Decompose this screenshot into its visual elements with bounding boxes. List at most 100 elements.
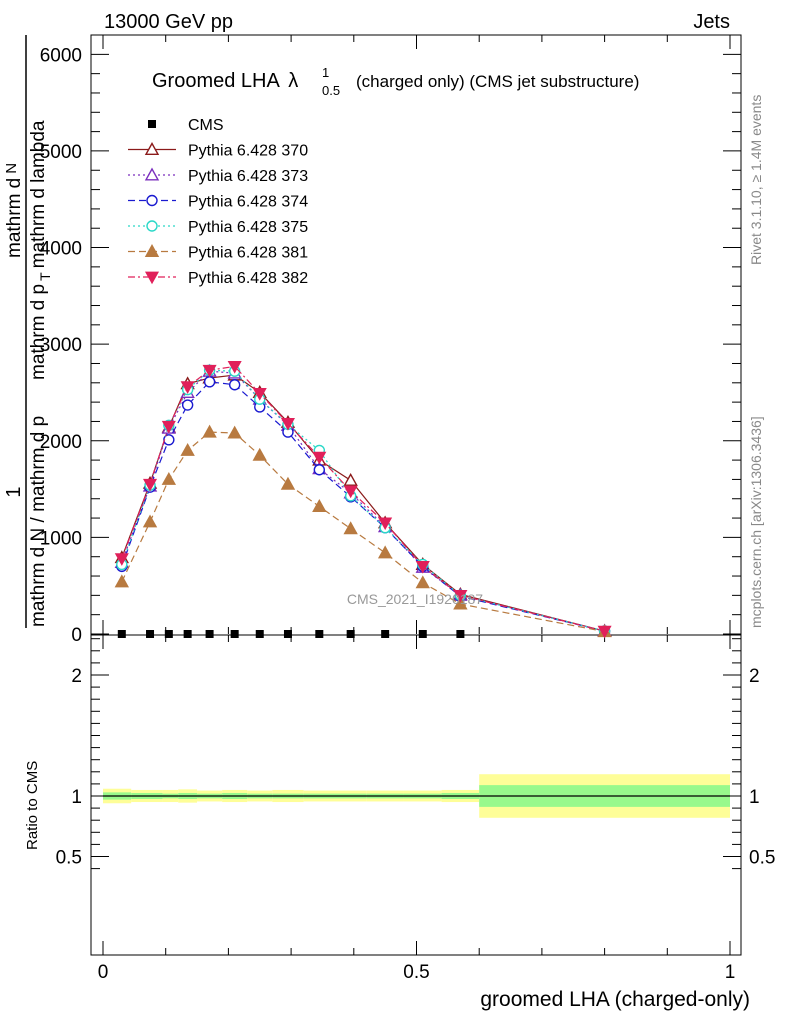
series-point: [114, 553, 129, 566]
series-point: [180, 381, 195, 394]
ratio-y-tick-label: 2: [71, 666, 82, 687]
series-point: [312, 451, 327, 465]
series-point: [453, 589, 468, 603]
legend-item: Pythia 6.428 381: [128, 244, 308, 262]
ratio-y-tick-label: 0.5: [56, 848, 82, 869]
series-point: [252, 447, 267, 461]
series-point: [228, 379, 241, 391]
legend-label: Pythia 6.428 375: [188, 219, 308, 236]
series-point: [415, 560, 430, 574]
series-point: [227, 360, 242, 374]
axis-ticks: 0 0.5 1 0 1000 2000 3000 4000 5000 6000 0.5 0.5 1 1 2 2: [40, 35, 775, 983]
series-point: [377, 545, 393, 559]
series-point: [142, 514, 158, 528]
legend-marker: [148, 120, 156, 128]
series-point: [252, 388, 267, 401]
cms-data-point: [283, 630, 292, 638]
y-axis-label-numerator: 1: [3, 486, 25, 497]
series-5: [114, 424, 612, 638]
x-tick-label: 1: [725, 962, 736, 983]
mcplots-credit: mcplots.cern.ch [arXiv:1306.3436]: [748, 416, 764, 628]
cms-data-point: [164, 630, 173, 638]
series-point: [343, 485, 358, 499]
main-y-tick-label: 2000: [40, 432, 82, 453]
header-jets: Jets: [693, 11, 730, 33]
cms-data-point: [230, 630, 239, 638]
rivet-version: Rivet 3.1.10, ≥ 1.4M events: [748, 95, 764, 265]
series-point: [161, 420, 176, 434]
main-y-tick-label: 1000: [40, 528, 82, 549]
series-6: [114, 360, 612, 639]
series-point: [453, 596, 468, 610]
series-point: [161, 471, 177, 485]
series-point: [597, 625, 612, 639]
series-point: [143, 478, 158, 492]
ratio-y-tick-label-right: 0.5: [749, 848, 775, 869]
ratio-y-axis-label: Ratio to CMS: [24, 761, 41, 850]
y-axis-label-denominator: mathrm d N / mathrm d p: [28, 416, 49, 627]
series-line: [121, 381, 605, 632]
cms-data-point: [183, 630, 192, 638]
series-point: [227, 425, 242, 439]
chart-title-suffix: (charged only) (CMS jet substructure): [356, 72, 639, 91]
legend-item: Pythia 6.428 374: [128, 194, 308, 211]
series-point: [415, 575, 430, 589]
header-energy: 13000 GeV pp: [104, 11, 233, 33]
legend-marker: [144, 271, 160, 285]
series-point: [313, 464, 326, 476]
ratio-y-tick-label-right: 2: [749, 666, 760, 687]
cms-data-point: [146, 630, 155, 638]
series-point: [343, 521, 358, 535]
series-point: [202, 424, 217, 438]
legend-marker: [146, 194, 158, 207]
ratio-y-tick-label-right: 1: [749, 787, 760, 808]
legend-label: Pythia 6.428 374: [188, 194, 308, 211]
legend-label: Pythia 6.428 370: [188, 143, 308, 160]
cms-data-point: [255, 630, 264, 638]
series-point: [280, 476, 296, 490]
series-point: [343, 472, 358, 486]
series-point: [181, 399, 194, 411]
legend-label: Pythia 6.428 373: [188, 168, 308, 185]
cms-data-point: [346, 630, 355, 638]
legend-label: Pythia 6.428 381: [188, 245, 308, 262]
legend-label: Pythia 6.428 382: [188, 270, 308, 287]
chart-title-sup: 1: [322, 65, 329, 80]
chart-title: Groomed LHA λ: [152, 70, 298, 92]
cms-data-point: [315, 630, 324, 638]
y-axis-label-top-den: mathrm d pTmathrm d lambda: [28, 120, 53, 380]
cms-data-point: [456, 630, 465, 638]
cms-data-point: [418, 630, 427, 638]
main-y-tick-label: 6000: [40, 45, 82, 66]
series-point: [114, 574, 129, 588]
main-y-tick-label: 5000: [40, 142, 82, 163]
main-y-tick-label: 3000: [40, 335, 82, 356]
series-line: [121, 374, 605, 632]
chart-title-sub: 0.5: [322, 83, 340, 98]
series-point: [378, 517, 393, 531]
legend-item: Pythia 6.428 375: [128, 219, 308, 236]
analysis-watermark: CMS_2021_I1920187: [347, 591, 483, 607]
series-point: [312, 499, 327, 512]
legend-marker: [144, 244, 160, 257]
x-tick-label: 0.5: [403, 962, 429, 983]
series-point: [202, 364, 217, 378]
main-y-tick-label: 0: [71, 625, 82, 646]
legend-item: CMS: [148, 117, 224, 134]
legend-item: Pythia 6.428 373: [128, 167, 308, 185]
legend-marker: [144, 142, 160, 156]
main-y-tick-label: 4000: [40, 239, 82, 260]
cms-data-point: [381, 630, 390, 638]
series-point: [280, 417, 295, 431]
legend-marker: [144, 167, 160, 181]
series-point: [203, 376, 216, 388]
legend-item: Pythia 6.428 370: [128, 142, 308, 160]
legend-label: CMS: [188, 117, 224, 134]
series-line: [121, 431, 605, 633]
x-axis-label: groomed LHA (charged-only): [480, 988, 750, 1011]
series-0: [117, 630, 465, 638]
ratio-y-tick-label: 1: [71, 787, 82, 808]
legend-marker: [146, 220, 158, 232]
x-tick-label: 0: [98, 962, 109, 983]
